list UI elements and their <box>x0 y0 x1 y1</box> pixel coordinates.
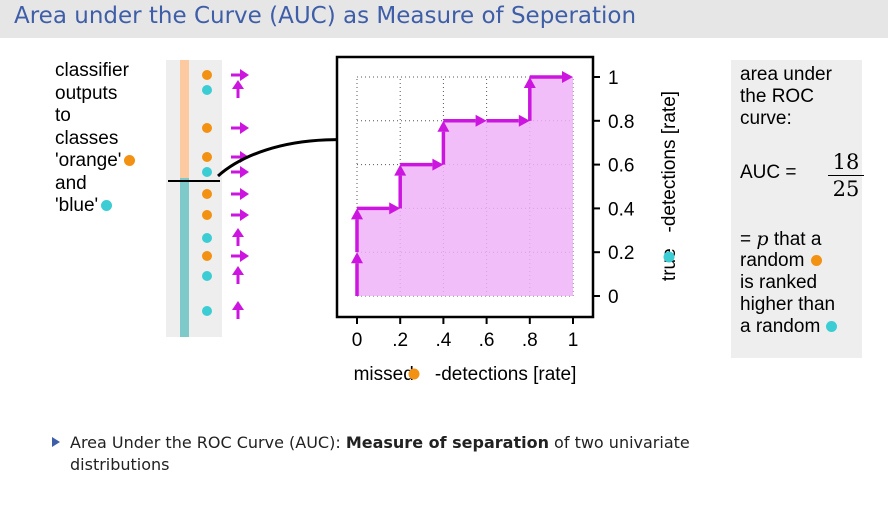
orange-score-dot <box>202 210 212 220</box>
roc-step-arrowhead <box>351 208 363 220</box>
caption-line: 'orange' <box>55 150 136 173</box>
roc-step-arrowhead <box>562 71 573 83</box>
roc-step-arrowhead <box>351 252 363 264</box>
slide-title: Area under the Curve (AUC) as Measure of… <box>14 3 637 29</box>
blue-score-bar <box>180 178 189 337</box>
prob-line-4: higher than <box>740 294 836 315</box>
blue-score-dot <box>202 271 212 281</box>
x-tick-label: .6 <box>479 330 495 351</box>
auc-area <box>357 77 573 296</box>
roc-step-arrowhead <box>394 164 407 176</box>
blue-score-dot <box>202 233 212 243</box>
roc-step-arrowhead <box>437 120 450 132</box>
caption-line: outputs <box>55 82 118 104</box>
caption-line: 'blue' <box>55 195 135 218</box>
caption-line: to <box>55 105 71 126</box>
fraction-bar <box>828 175 864 176</box>
arrow-right-icon <box>240 69 249 81</box>
arrow-right-icon <box>240 188 249 200</box>
title-bar: Area under the Curve (AUC) as Measure of… <box>0 0 888 38</box>
note-line: the ROC <box>740 86 814 107</box>
auc-fraction: 18 25 <box>828 150 864 201</box>
y-tick-label: 0.4 <box>608 199 635 220</box>
orange-score-dot <box>202 123 212 133</box>
y-tick-label: 0.2 <box>608 243 634 264</box>
ranking-dots <box>202 70 212 316</box>
y-tick-label: 1 <box>608 68 619 89</box>
y-tick-label: 0.8 <box>608 112 634 133</box>
orange-score-bar <box>180 60 189 178</box>
caption-line: classifier <box>55 60 129 81</box>
arrow-right-icon <box>240 122 249 134</box>
roc-step-arrowhead <box>523 77 536 88</box>
roc-step-arrowhead <box>518 114 530 127</box>
roc-step-arrowhead <box>389 202 401 215</box>
auc-numerator: 18 <box>832 150 860 174</box>
orange-score-dot <box>202 152 212 162</box>
note-line: curve: <box>740 108 792 129</box>
arrow-up-icon <box>232 301 244 310</box>
blue-score-dot <box>202 85 212 95</box>
x-axis-label: missed -detections [rate] <box>354 364 577 385</box>
ranking-arrows <box>231 69 249 319</box>
blue-dot-icon <box>101 200 113 212</box>
side-note-box <box>731 60 862 358</box>
orange-score-dot <box>202 189 212 199</box>
auc-label: AUC = <box>740 162 797 183</box>
roc-step-arrowhead <box>432 158 444 171</box>
blue-score-dot <box>202 167 212 177</box>
ranking-column-bg <box>166 60 222 337</box>
prob-line-3: is ranked <box>740 272 818 293</box>
arrow-up-icon <box>232 266 244 275</box>
blue-dot-icon <box>826 321 838 333</box>
arrow-right-icon <box>240 250 249 262</box>
y-tick-label: 0.6 <box>608 156 634 177</box>
orange-dot-icon <box>408 368 420 380</box>
x-tick-label: .4 <box>435 330 451 351</box>
bullet-triangle-icon <box>52 437 60 447</box>
arrow-up-icon <box>232 228 244 237</box>
orange-score-dot <box>202 70 212 80</box>
orange-score-dot <box>202 251 212 261</box>
arrow-right-icon <box>240 166 249 178</box>
bullet-text: Area Under the ROC Curve (AUC): Measure … <box>70 433 690 474</box>
blue-dot-icon <box>663 251 675 263</box>
y-tick-label: 0 <box>608 287 619 308</box>
x-tick-label: 0 <box>352 330 363 351</box>
left-caption: classifier outputs to classes 'orange' a… <box>55 60 136 218</box>
caption-line: and <box>55 172 87 194</box>
blue-score-dot <box>202 306 212 316</box>
orange-dot-icon <box>124 155 136 167</box>
x-tick-label: .8 <box>522 330 538 351</box>
orange-dot-icon <box>811 255 823 267</box>
x-tick-label: 1 <box>568 330 579 351</box>
x-tick-label: .2 <box>392 330 408 351</box>
prob-line-5: a random <box>740 316 838 338</box>
prob-line-2: random <box>740 250 823 272</box>
arrow-right-icon <box>240 209 249 221</box>
auc-denominator: 25 <box>832 177 860 201</box>
caption-line: classes <box>55 127 119 149</box>
note-line: area under <box>740 64 832 85</box>
bullet-item: Area Under the ROC Curve (AUC): Measure … <box>52 432 852 476</box>
arrow-up-icon <box>232 80 244 89</box>
roc-step-arrowhead <box>475 114 487 127</box>
prob-line-1: = p that a <box>740 228 822 250</box>
